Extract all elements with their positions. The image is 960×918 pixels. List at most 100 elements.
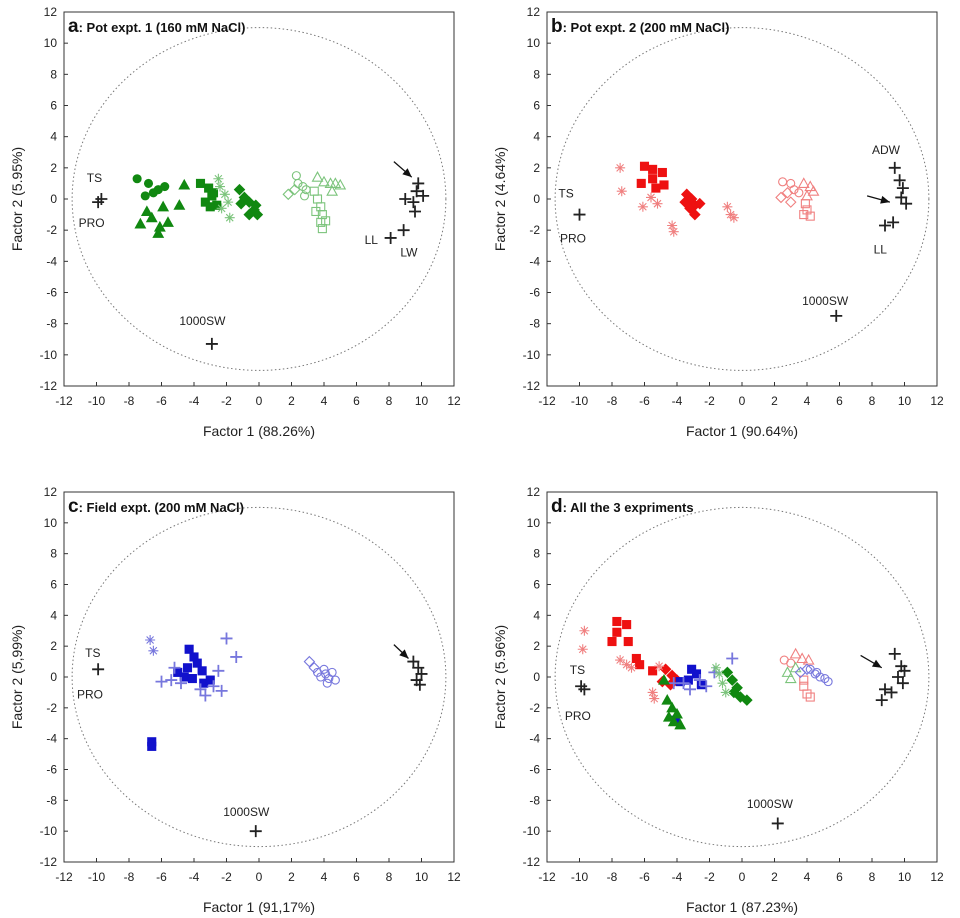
data-point-diamond <box>784 196 797 208</box>
y-tick-label: 12 <box>527 485 541 499</box>
data-point-square <box>612 627 622 637</box>
data-point-diamond <box>288 183 301 196</box>
data-point-asterisk <box>646 192 656 203</box>
y-tick-label: -8 <box>529 317 540 331</box>
data-point-asterisk <box>579 625 590 636</box>
data-point-square <box>607 636 617 647</box>
arrow-head <box>402 168 412 178</box>
data-point-square <box>623 636 633 647</box>
data-point-circle <box>132 174 142 184</box>
y-tick-label: 4 <box>533 130 540 144</box>
data-point-plus <box>407 655 420 668</box>
x-tick-label: 8 <box>386 870 393 884</box>
panel-c: -12 -10 -8 -6 -4 -2 0 2 4 6 8 10 12 -12 -10 -8 -6 -4 -2 0 2 4… <box>9 485 461 915</box>
x-tick-label: 8 <box>386 394 393 408</box>
panel-title: a: Pot expt. 1 (160 mM NaCl) <box>68 16 245 37</box>
x-tick-label: -2 <box>221 870 232 884</box>
data-point-circle <box>823 677 833 687</box>
data-point-circle <box>815 672 825 682</box>
panel-title-text: : Pot expt. 1 (160 mM NaCl) <box>79 20 246 35</box>
point-annotation: 1000SW <box>802 294 849 308</box>
data-point-plus <box>168 661 181 674</box>
x-axis-label: Factor 1 (88.26%) <box>203 423 315 439</box>
data-point-plus <box>417 189 430 202</box>
data-point-plus <box>205 337 218 350</box>
data-point-circle <box>319 664 329 674</box>
data-point-asterisk <box>577 644 588 655</box>
data-point-plus <box>900 197 913 210</box>
data-point-square <box>179 672 189 682</box>
plot-frame <box>546 491 938 863</box>
y-tick-label: 0 <box>533 192 540 206</box>
data-point-triangle <box>804 180 817 192</box>
data-point-triangle <box>157 200 170 212</box>
data-point-asterisk <box>621 659 632 670</box>
data-point-square <box>657 167 667 178</box>
data-point-plus <box>220 632 233 645</box>
data-point-square <box>205 202 215 212</box>
data-point-plus <box>896 182 909 195</box>
data-point-circle <box>143 178 154 188</box>
data-point-triangle <box>329 177 342 188</box>
data-point-plus <box>165 674 178 687</box>
data-point-diamond <box>659 663 672 676</box>
data-point-diamond <box>721 666 734 679</box>
data-point-square <box>802 205 812 215</box>
y-tick-label: 4 <box>533 608 540 622</box>
y-tick-label: -10 <box>523 348 541 362</box>
data-point-square <box>312 194 323 204</box>
panel-title: b: Pot expt. 2 (200 mM NaCl) <box>551 16 729 37</box>
data-point-square <box>659 180 669 190</box>
data-point-plus <box>199 689 212 702</box>
x-tick-label: 12 <box>447 394 461 408</box>
data-point-triangle <box>318 175 330 187</box>
data-point-asterisk <box>654 661 665 672</box>
data-point-diamond <box>235 197 247 210</box>
data-point-square <box>321 216 331 226</box>
data-point-square <box>648 666 658 676</box>
data-point-plus <box>888 647 901 660</box>
data-point-asterisk <box>714 668 725 679</box>
data-point-plus <box>896 677 909 690</box>
data-point-plus <box>399 193 412 205</box>
y-tick-label: -12 <box>40 855 58 869</box>
data-point-triangle <box>153 220 166 232</box>
data-point-square <box>799 681 809 691</box>
data-point-triangle <box>152 227 165 238</box>
data-point-plus <box>415 667 428 680</box>
x-tick-label: -8 <box>607 870 618 884</box>
x-tick-label: 12 <box>930 870 944 884</box>
data-point-circle <box>794 188 804 198</box>
data-point-triangle <box>671 707 683 719</box>
data-point-plus <box>895 191 908 204</box>
data-point-triangle <box>674 718 687 730</box>
y-tick-label: -4 <box>529 254 540 268</box>
x-tick-label: -6 <box>639 394 650 408</box>
y-tick-label: -8 <box>46 317 57 331</box>
point-annotation: PRO <box>77 688 103 702</box>
x-tick-label: -4 <box>672 394 683 408</box>
data-point-diamond <box>726 674 739 686</box>
data-point-triangle <box>173 199 186 210</box>
point-annotation: PRO <box>565 709 591 723</box>
data-point-square <box>635 660 645 670</box>
data-point-asterisk <box>647 687 658 698</box>
data-point-triangle <box>796 652 809 664</box>
y-axis-label: Factor 2 (5.95%) <box>9 147 25 251</box>
y-tick-label: 10 <box>527 36 541 50</box>
y-tick-label: -4 <box>46 254 57 268</box>
data-point-plus <box>892 671 904 683</box>
data-point-asterisk <box>219 189 230 200</box>
data-point-square <box>187 673 197 684</box>
data-point-plus <box>92 663 105 676</box>
x-axis-label: Factor 1 (91,17%) <box>203 899 315 915</box>
data-point-square <box>622 620 632 630</box>
data-point-diamond <box>684 202 696 215</box>
data-point-square <box>648 164 658 174</box>
data-point-plus <box>194 683 207 696</box>
y-axis-label: Factor 2 (4.64%) <box>492 147 508 251</box>
x-tick-label: 0 <box>256 394 263 408</box>
x-axis-label: Factor 1 (90.64%) <box>686 423 798 439</box>
y-tick-label: -2 <box>529 701 540 715</box>
y-tick-label: -2 <box>46 701 57 715</box>
